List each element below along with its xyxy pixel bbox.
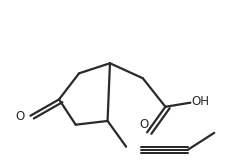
Text: OH: OH [191, 95, 209, 108]
Text: O: O [140, 118, 149, 131]
Text: O: O [15, 110, 24, 123]
